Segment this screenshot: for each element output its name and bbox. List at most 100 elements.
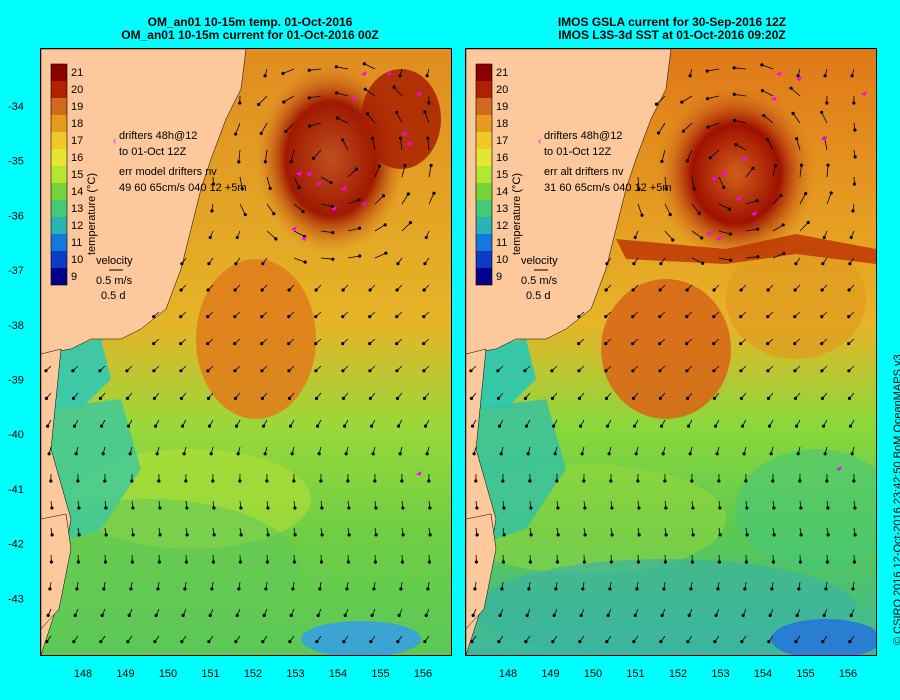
left-current-arrow-head bbox=[374, 506, 378, 510]
right-current-arrow-head bbox=[771, 479, 775, 483]
right-current-arrow-head bbox=[577, 315, 581, 319]
left-current-arrow-head bbox=[131, 506, 135, 510]
left-colorbar-swatch bbox=[51, 166, 67, 183]
left-current-arrow-head bbox=[308, 124, 312, 128]
left-current-arrow-head bbox=[130, 479, 134, 483]
left-current-arrow-head bbox=[206, 396, 211, 400]
left-current-arrow-head bbox=[257, 102, 261, 107]
left-current-arrow-head bbox=[307, 96, 311, 100]
right-colorbar-swatch bbox=[476, 251, 492, 268]
left-current-arrow-head bbox=[260, 396, 265, 400]
right-current-arrow-head bbox=[847, 396, 852, 400]
right-cool-patch-east bbox=[736, 449, 876, 569]
left-current-arrow-head bbox=[183, 587, 187, 591]
right-longitude-tick-label: 148 bbox=[499, 668, 517, 680]
left-title-line1: OM_an01 10-15m temp. 01-Oct-2016 bbox=[147, 15, 353, 29]
left-current-arrow-head bbox=[261, 640, 265, 644]
left-current-arrow-head bbox=[288, 640, 292, 644]
left-colorbar-swatch bbox=[51, 81, 67, 98]
right-current-arrow-head bbox=[658, 315, 662, 319]
left-current-arrow bbox=[342, 139, 349, 151]
right-current-arrow-head bbox=[680, 100, 684, 104]
right-current-arrow-head bbox=[848, 640, 852, 644]
left-longitude-tick-label: 151 bbox=[201, 668, 219, 680]
left-current-arrow-head bbox=[422, 315, 426, 319]
left-current-arrow-head bbox=[233, 315, 237, 319]
left-current-arrow-head bbox=[235, 613, 239, 618]
left-current-arrow-head bbox=[314, 341, 318, 346]
left-current-arrow-head bbox=[236, 452, 240, 456]
left-current-arrow-head bbox=[395, 288, 399, 292]
left-current-arrow-head bbox=[424, 613, 428, 618]
right-current-arrow-head bbox=[550, 396, 555, 400]
left-current-arrow bbox=[347, 168, 357, 178]
left-colorbar-swatch bbox=[51, 149, 67, 166]
left-colorbar-swatch bbox=[51, 251, 67, 268]
left-current-arrow-head bbox=[263, 452, 267, 456]
left-current-arrow bbox=[393, 86, 403, 97]
left-longitude-tick-label: 150 bbox=[159, 668, 177, 680]
right-current-arrow bbox=[762, 90, 774, 97]
left-colorbar-swatch bbox=[51, 132, 67, 149]
right-current-arrow-head bbox=[767, 640, 771, 644]
right-err-line1: err alt drifters nv bbox=[544, 166, 624, 178]
left-current-arrow-head bbox=[260, 369, 264, 373]
left-current-arrow-head bbox=[156, 587, 160, 591]
right-current-arrow-head bbox=[631, 341, 635, 346]
left-current-arrow-head bbox=[179, 288, 183, 292]
right-current-arrow-head bbox=[524, 640, 528, 644]
left-current-arrow-head bbox=[185, 533, 189, 537]
right-current-arrow-head bbox=[608, 587, 612, 591]
right-colorbar-swatch bbox=[476, 200, 492, 217]
left-current-arrow bbox=[320, 176, 332, 183]
left-current-arrow-head bbox=[423, 640, 427, 644]
left-longitude-tick-label: 156 bbox=[414, 668, 432, 680]
right-current-arrow bbox=[796, 138, 801, 151]
right-current-arrow-head bbox=[782, 251, 786, 256]
left-current-arrow-head bbox=[392, 85, 396, 89]
left-current-arrow-head bbox=[185, 506, 189, 510]
left-current-arrow-head bbox=[212, 533, 216, 537]
left-current-arrow-head bbox=[373, 560, 378, 564]
right-current-arrow-head bbox=[500, 587, 504, 591]
left-current-arrow-head bbox=[331, 231, 335, 235]
right-panel-title: IMOS GSLA current for 30-Sep-2016 12Z IM… bbox=[462, 16, 882, 42]
right-current-arrow-head bbox=[551, 640, 555, 644]
left-current-arrow-head bbox=[158, 506, 162, 510]
left-current-arrow bbox=[336, 92, 349, 97]
right-current-arrow-head bbox=[826, 163, 830, 167]
right-current-arrow-head bbox=[760, 63, 764, 67]
right-current-arrow-head bbox=[686, 424, 691, 428]
right-current-arrow-head bbox=[659, 640, 663, 644]
left-current-arrow-head bbox=[211, 182, 216, 186]
left-current-arrow-head bbox=[287, 369, 291, 373]
right-current-arrow-head bbox=[852, 182, 857, 186]
left-current-arrows bbox=[44, 62, 436, 644]
left-current-arrow-head bbox=[154, 613, 158, 618]
left-current-arrow-head bbox=[297, 185, 301, 190]
right-current-arrow-head bbox=[851, 209, 855, 213]
right-current-arrow-head bbox=[685, 315, 689, 319]
left-current-arrow bbox=[258, 95, 268, 105]
right-current-arrow-head bbox=[528, 560, 533, 564]
left-colorbar-tick: 16 bbox=[71, 152, 83, 164]
left-current-arrow-head bbox=[358, 254, 362, 258]
right-current-arrow bbox=[637, 203, 643, 216]
left-current-arrow bbox=[264, 149, 268, 162]
right-current-arrow-head bbox=[804, 192, 808, 196]
left-current-arrow-head bbox=[126, 424, 131, 428]
left-current-arrow-head bbox=[157, 560, 162, 564]
left-current-arrow-head bbox=[368, 288, 372, 292]
left-current-arrow-head bbox=[396, 424, 401, 428]
right-current-arrow-head bbox=[658, 341, 662, 346]
right-current-arrow-head bbox=[717, 560, 722, 564]
left-land-mainland bbox=[41, 49, 247, 355]
right-drifter-marker bbox=[741, 156, 747, 161]
right-current-arrow-head bbox=[502, 533, 506, 537]
left-current-arrow-head bbox=[346, 479, 350, 483]
left-colorbar-tick: 19 bbox=[71, 101, 83, 113]
left-current-arrow-head bbox=[320, 506, 324, 510]
left-current-arrow-head bbox=[293, 533, 297, 537]
left-current-arrow-head bbox=[76, 479, 80, 483]
right-current-arrow-head bbox=[824, 587, 828, 591]
